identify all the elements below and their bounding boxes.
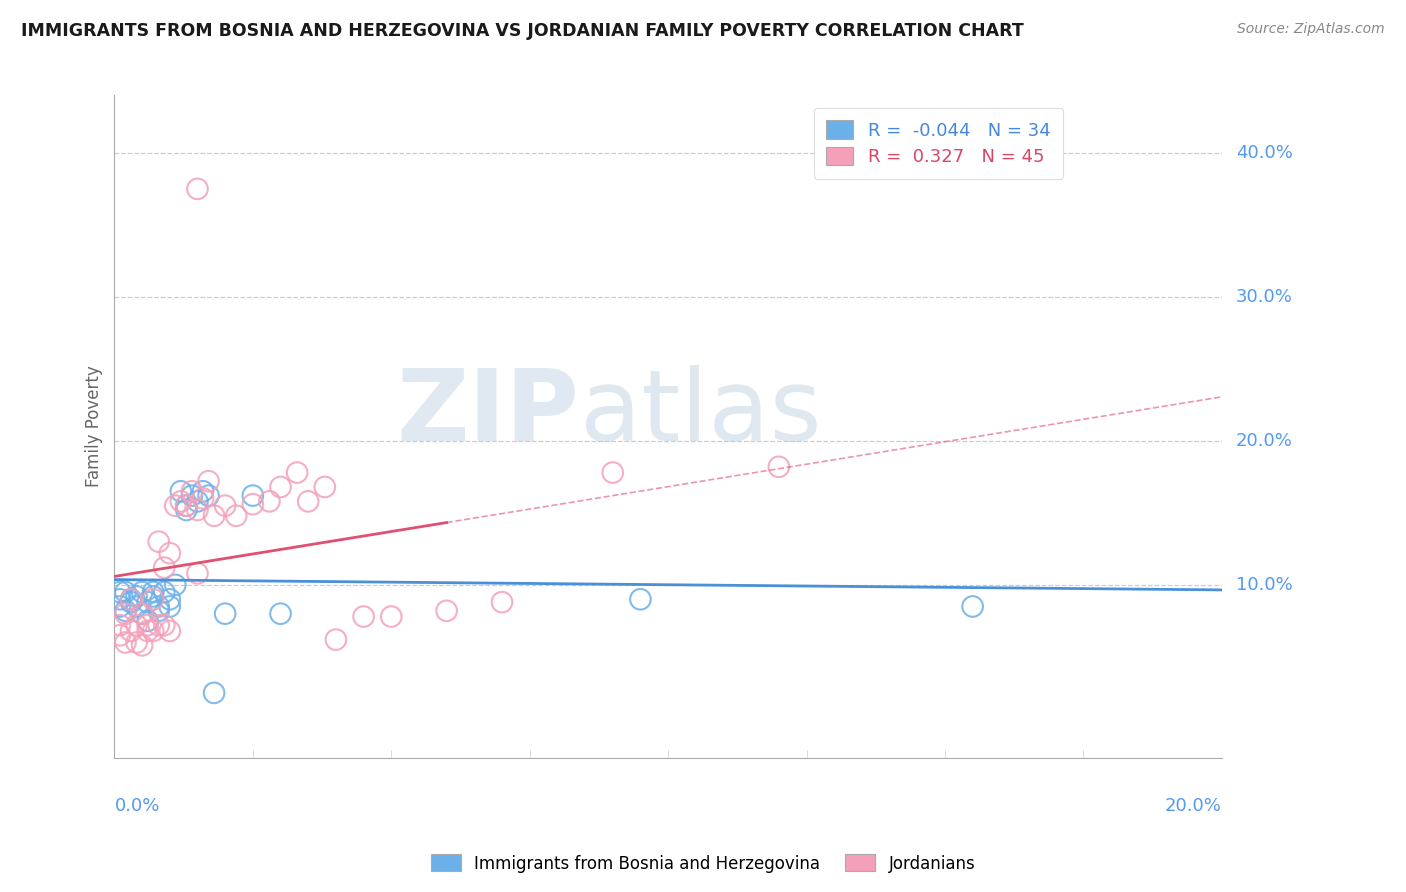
Point [325,632,347,647]
Point [297,494,319,508]
Point [142,624,165,638]
Point [148,618,170,632]
Point [108,592,131,607]
Point [159,599,181,614]
Point [186,566,208,581]
Point [225,508,247,523]
Point [197,474,219,488]
Point [148,604,170,618]
Point [131,607,153,621]
Text: ZIP: ZIP [396,365,579,462]
Point [131,585,153,599]
Point [186,494,208,508]
Point [108,628,131,642]
Point [114,635,136,649]
Point [436,604,458,618]
Text: IMMIGRANTS FROM BOSNIA AND HERZEGOVINA VS JORDANIAN FAMILY POVERTY CORRELATION C: IMMIGRANTS FROM BOSNIA AND HERZEGOVINA V… [21,22,1024,40]
Point [176,499,198,513]
Point [242,497,264,511]
Point [202,508,225,523]
Point [120,624,142,638]
Point [125,635,148,649]
Point [176,503,198,517]
Point [125,618,148,632]
Point [125,590,148,604]
Point [148,534,170,549]
Point [768,459,790,474]
Point [962,599,984,614]
Point [170,484,193,499]
Text: atlas: atlas [579,365,821,462]
Point [120,592,142,607]
Point [153,560,176,574]
Point [186,182,208,196]
Text: Source: ZipAtlas.com: Source: ZipAtlas.com [1237,22,1385,37]
Point [176,499,198,513]
Text: 30.0%: 30.0% [1236,288,1292,306]
Point [186,503,208,517]
Point [108,599,131,614]
Point [259,494,281,508]
Point [114,607,136,621]
Point [136,624,159,638]
Point [136,614,159,628]
Point [628,592,651,607]
Point [314,480,336,494]
Point [142,592,165,607]
Text: 10.0%: 10.0% [1236,576,1292,594]
Point [108,618,131,632]
Point [214,607,236,621]
Text: 20.0%: 20.0% [1166,797,1222,814]
Point [380,609,402,624]
Point [197,489,219,503]
Point [602,466,624,480]
Y-axis label: Family Poverty: Family Poverty [86,366,103,487]
Point [270,480,292,494]
Text: 20.0%: 20.0% [1236,432,1292,450]
Text: 40.0%: 40.0% [1236,144,1292,161]
Point [148,599,170,614]
Point [491,595,513,609]
Legend: Immigrants from Bosnia and Herzegovina, Jordanians: Immigrants from Bosnia and Herzegovina, … [425,847,981,880]
Point [125,599,148,614]
Point [202,686,225,700]
Point [181,484,204,499]
Point [270,607,292,621]
Point [136,618,159,632]
Point [114,585,136,599]
Point [181,489,204,503]
Point [120,592,142,607]
Legend: R =  -0.044   N = 34, R =  0.327   N = 45: R = -0.044 N = 34, R = 0.327 N = 45 [814,108,1063,178]
Point [165,499,187,513]
Point [142,585,165,599]
Point [114,604,136,618]
Point [142,590,165,604]
Point [136,595,159,609]
Point [159,592,181,607]
Point [131,607,153,621]
Point [153,585,176,599]
Point [242,489,264,503]
Point [131,638,153,652]
Point [214,499,236,513]
Point [191,491,214,506]
Point [159,624,181,638]
Point [108,585,131,599]
Point [165,578,187,592]
Point [285,466,308,480]
Point [120,595,142,609]
Text: 0.0%: 0.0% [114,797,160,814]
Point [159,546,181,560]
Point [353,609,375,624]
Point [191,484,214,499]
Point [170,494,193,508]
Point [153,618,176,632]
